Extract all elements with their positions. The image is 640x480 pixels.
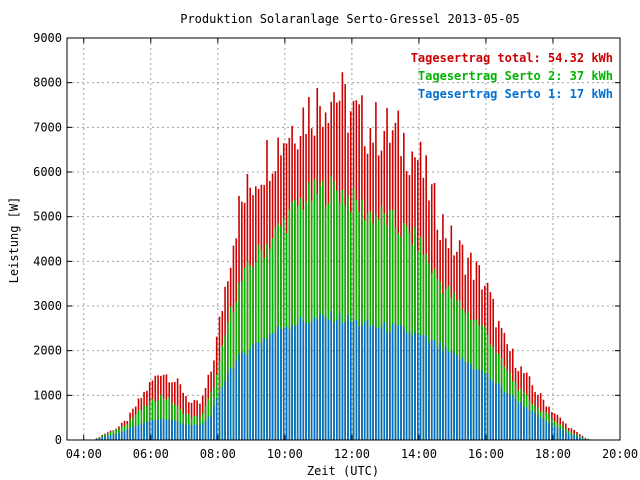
x-tick-label: 10:00 bbox=[267, 447, 303, 461]
x-tick-label: 04:00 bbox=[66, 447, 102, 461]
y-tick-label: 0 bbox=[55, 433, 62, 447]
x-tick-label: 08:00 bbox=[200, 447, 236, 461]
x-tick-label: 12:00 bbox=[334, 447, 370, 461]
data-bars bbox=[95, 72, 592, 440]
x-axis-label: Zeit (UTC) bbox=[307, 464, 379, 478]
grid-lines bbox=[67, 38, 620, 440]
y-axis-label: Leistung [W] bbox=[7, 197, 21, 284]
y-tick-label: 6000 bbox=[33, 165, 62, 179]
legend-entry: Tagesertrag Serto 2: 37 kWh bbox=[418, 69, 613, 83]
chart-legend: Tagesertrag total: 54.32 kWh Tagesertrag … bbox=[411, 51, 613, 101]
x-tick-label: 14:00 bbox=[401, 447, 437, 461]
y-tick-label: 9000 bbox=[33, 31, 62, 45]
y-tick-label: 5000 bbox=[33, 210, 62, 224]
y-tick-label: 4000 bbox=[33, 254, 62, 268]
x-tick-label: 18:00 bbox=[535, 447, 571, 461]
x-tick-label: 06:00 bbox=[133, 447, 169, 461]
x-axis-ticks: 04:00 06:00 08:00 10:00 12:00 14:00 16:00 18:00… bbox=[66, 38, 638, 461]
x-tick-label: 20:00 bbox=[602, 447, 638, 461]
y-tick-label: 8000 bbox=[33, 76, 62, 90]
legend-entry: Tagesertrag total: 54.32 kWh bbox=[411, 51, 613, 65]
y-tick-label: 2000 bbox=[33, 344, 62, 358]
legend-entry: Tagesertrag Serto 1: 17 kWh bbox=[418, 87, 613, 101]
y-tick-label: 7000 bbox=[33, 120, 62, 134]
y-axis-ticks: 0 1000 2000 3000 4000 5000 6000 7000 8000 9000 bbox=[33, 31, 620, 447]
x-tick-label: 16:00 bbox=[468, 447, 504, 461]
plot-frame bbox=[66, 37, 621, 441]
chart-title: Produktion Solaranlage Serto-Gressel 201… bbox=[180, 12, 520, 26]
y-tick-label: 1000 bbox=[33, 388, 62, 402]
y-tick-label: 3000 bbox=[33, 299, 62, 313]
